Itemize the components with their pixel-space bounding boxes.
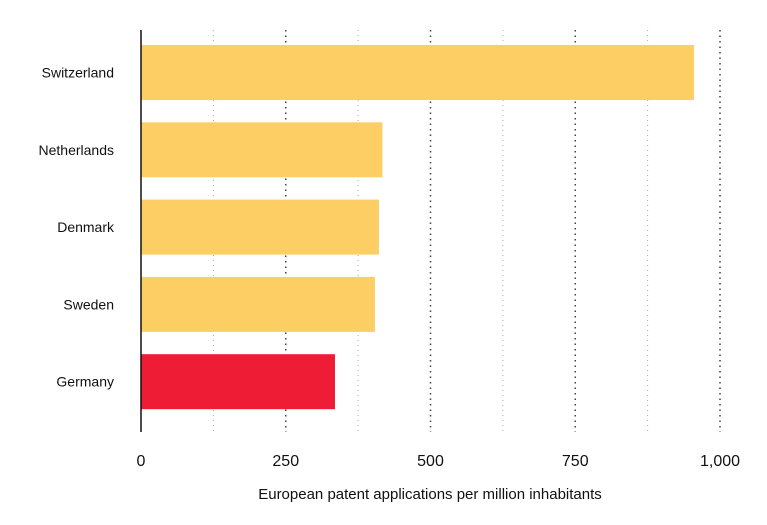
category-label: Sweden [63,296,114,312]
bar-sweden [141,276,375,332]
category-labels: Switzerland Netherlands Denmark Sweden Germa… [39,65,115,390]
bars [141,45,694,410]
x-tick-label: 0 [137,453,146,470]
x-tick-label: 1,000 [700,453,740,470]
bar-denmark [141,199,379,255]
x-tick-labels: 0 250 500 750 1,000 [137,453,741,470]
bar-netherlands [141,122,383,178]
bar-switzerland [141,45,694,100]
x-tick-label: 500 [417,453,444,470]
category-label: Denmark [57,219,115,235]
x-axis-label: European patent applications per million… [258,486,602,503]
category-label: Netherlands [39,142,115,158]
x-tick-label: 750 [562,453,589,470]
category-label: Switzerland [42,65,114,81]
bar-germany [141,354,335,410]
category-label: Germany [56,374,114,390]
x-tick-label: 250 [272,453,299,470]
